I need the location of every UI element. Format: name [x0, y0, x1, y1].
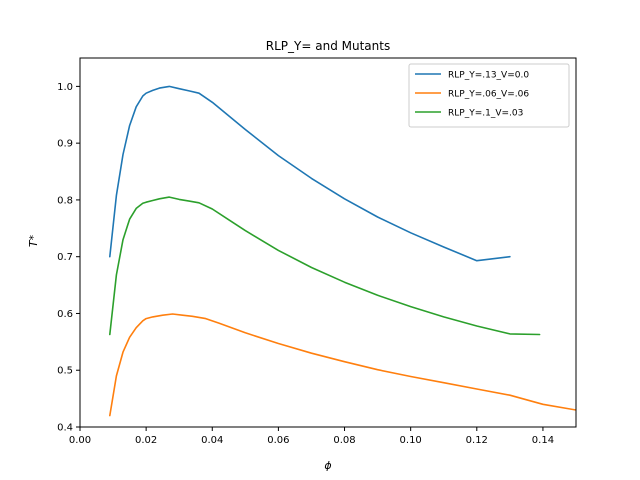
y-tick-label: 0.5 — [57, 366, 73, 377]
x-tick-label: 0.02 — [135, 435, 157, 446]
legend-box — [408, 63, 570, 128]
x-tick-label: 0.04 — [201, 435, 223, 446]
series-line-2 — [109, 313, 576, 417]
y-tick-label: 0.8 — [57, 195, 73, 206]
y-axis-ticks: 0.4 0.5 0.6 0.7 0.8 0.9 1.0 — [57, 82, 80, 434]
series-line-3 — [109, 196, 541, 336]
x-tick-label: 0.10 — [400, 435, 422, 446]
y-axis-label: T* — [27, 234, 40, 247]
y-tick-label: 0.6 — [57, 309, 73, 320]
legend-label: RLP_Y=.06_V=.06 — [448, 90, 529, 100]
legend: RLP_Y=.13_V=0.0 RLP_Y=.06_V=.06 RLP_Y=.1_V… — [408, 63, 570, 128]
legend-label: RLP_Y=.13_V=0.0 — [448, 71, 529, 81]
x-tick-label: 0.08 — [333, 435, 355, 446]
chart-title: RLP_Y= and Mutants — [266, 39, 390, 53]
series-layer — [109, 85, 576, 417]
y-tick-label: 1.0 — [57, 82, 73, 93]
y-tick-label: 0.7 — [57, 252, 73, 263]
x-axis-ticks: 0.00 0.02 0.04 0.06 0.08 0.10 0.12 0.14 — [69, 427, 554, 446]
x-tick-label: 0.14 — [532, 435, 554, 446]
x-tick-label: 0.00 — [69, 435, 91, 446]
x-tick-label: 0.06 — [267, 435, 289, 446]
x-axis-label: ϕ — [324, 459, 331, 472]
legend-label: RLP_Y=.1_V=.03 — [448, 109, 523, 119]
y-tick-label: 0.4 — [57, 423, 73, 434]
series-line-1 — [109, 85, 511, 262]
plot-frame — [79, 57, 577, 428]
y-tick-label: 0.9 — [57, 139, 73, 150]
x-tick-label: 0.12 — [466, 435, 488, 446]
